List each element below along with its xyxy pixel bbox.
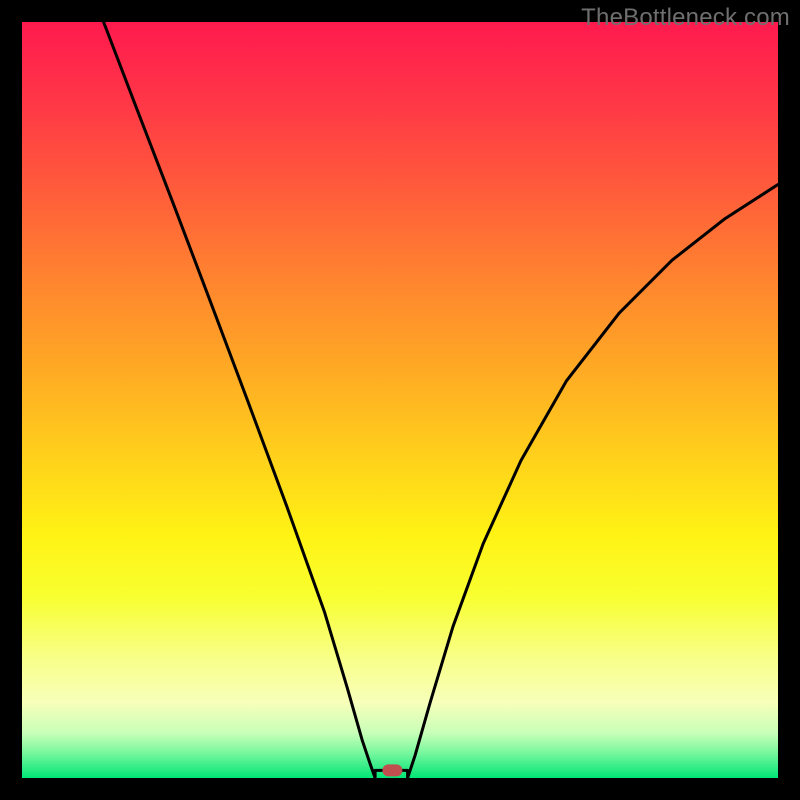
watermark-text: TheBottleneck.com [581, 4, 790, 32]
chart-background-gradient [22, 22, 778, 778]
chart-frame: TheBottleneck.com [0, 0, 800, 800]
bottleneck-chart [0, 0, 800, 800]
optimal-point-marker [382, 764, 402, 776]
